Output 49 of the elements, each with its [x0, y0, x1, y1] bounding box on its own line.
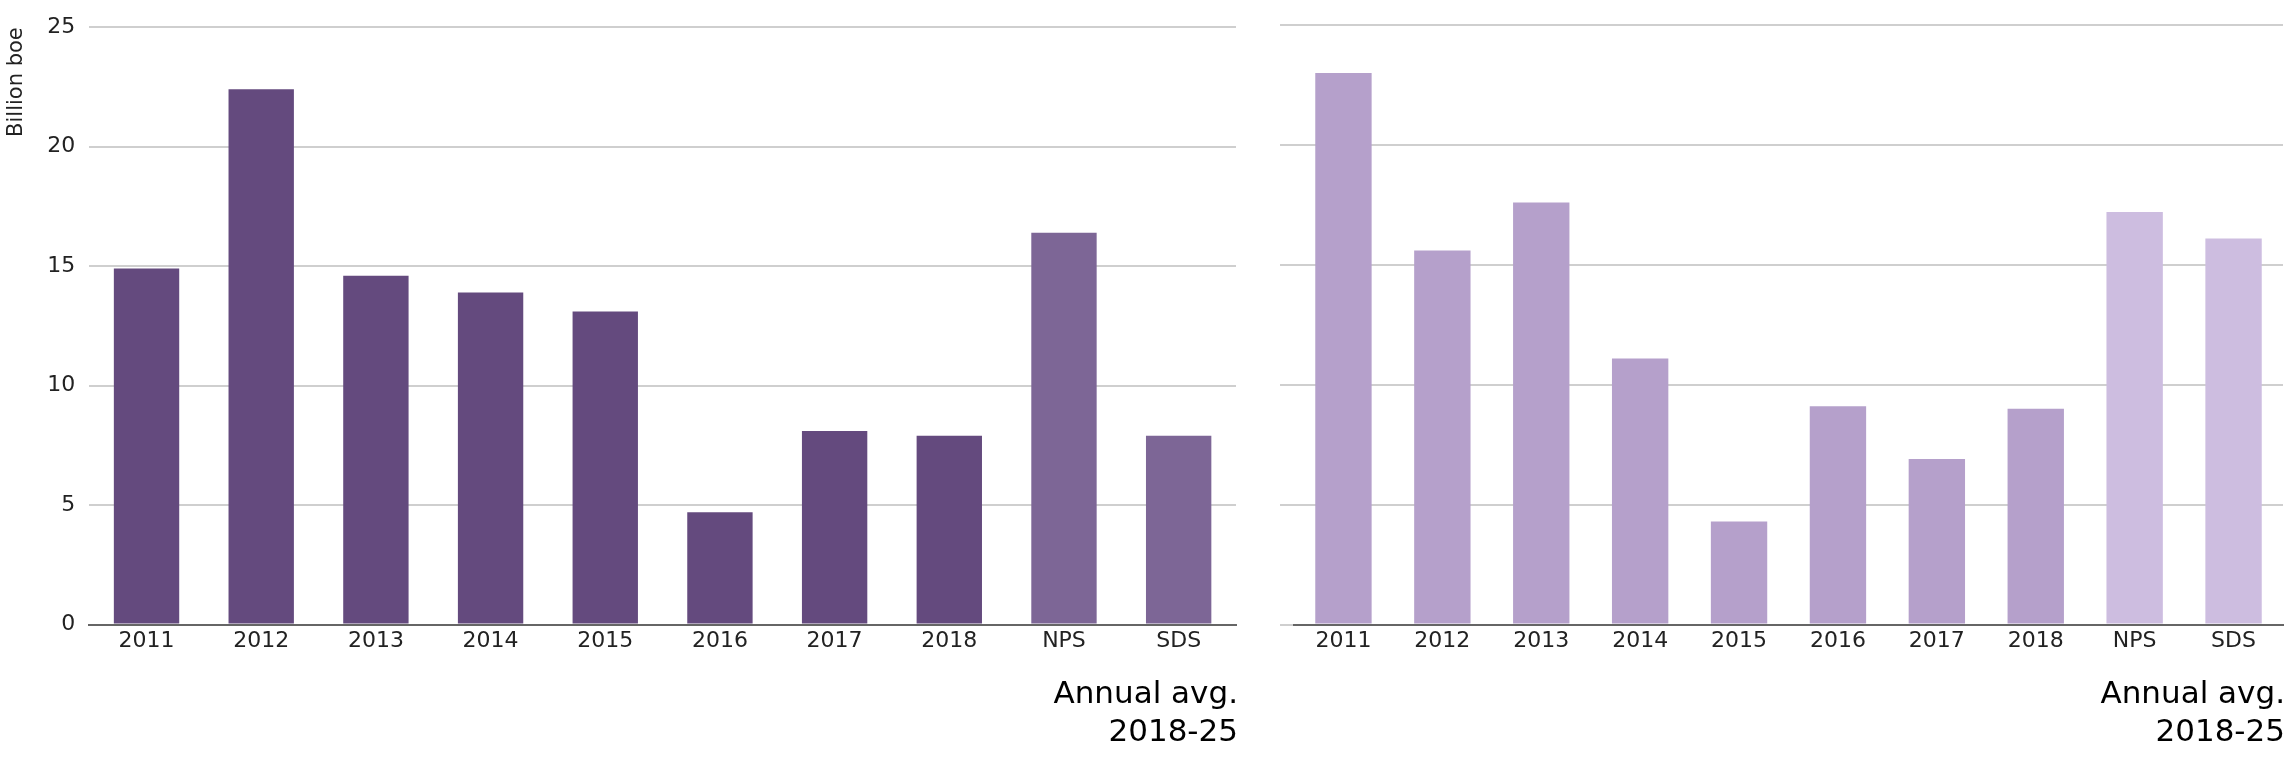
x-tick-label: NPS [2112, 626, 2157, 652]
x-tick-label: NPS [1042, 626, 1086, 652]
y-tick-label: 15 [47, 251, 76, 277]
bar [1611, 358, 1669, 624]
text: Annual avg. 2018-25 [1053, 674, 1238, 749]
bar [113, 268, 180, 624]
x-tick-label: SDS [2211, 626, 2256, 652]
x-tick-label: 2017 [806, 626, 863, 652]
bar [1315, 72, 1372, 624]
y-tick-label: 25 [47, 12, 76, 38]
bar [228, 89, 294, 624]
x-tick-label: 2018 [2007, 626, 2064, 652]
x-tick-label: 2017 [1908, 626, 1965, 652]
x-tick-label: 2016 [691, 626, 748, 652]
bar [1710, 521, 1768, 624]
y-tick-label: 10 [47, 371, 76, 397]
x-tick-label: 2014 [1612, 626, 1669, 652]
x-tick-label: 2011 [1315, 626, 1372, 652]
bar [2106, 212, 2163, 624]
x-tick-label: 2011 [118, 626, 175, 652]
y-tick-label: 20 [47, 132, 76, 158]
bar [1145, 435, 1212, 624]
text: Annual avg. 2018-25 [2100, 674, 2285, 749]
x-tick-label: 2015 [577, 626, 634, 652]
bar [2007, 408, 2064, 624]
y-axis-title: Billion boe [3, 27, 28, 137]
bar [2205, 238, 2262, 624]
x-tick-label: 2012 [233, 626, 290, 652]
bar [1414, 250, 1471, 624]
bar [457, 292, 524, 624]
bar [1809, 406, 1867, 624]
y-tick-label: 5 [61, 490, 76, 516]
x-tick-label: SDS [1156, 626, 1202, 652]
x-tick-label: 2012 [1414, 626, 1471, 652]
x-tick-label: 2013 [1513, 626, 1570, 652]
bar [572, 311, 638, 624]
bar [801, 431, 868, 624]
bar [1908, 459, 1966, 624]
x-tick-label: 2018 [921, 626, 978, 652]
bar [1513, 202, 1570, 624]
x-tick-label: 2016 [1809, 626, 1866, 652]
bar [916, 435, 982, 624]
x-tick-label: 2013 [347, 626, 404, 652]
bar [687, 512, 753, 624]
x-tick-label: 2014 [462, 626, 519, 652]
bar [1031, 232, 1097, 624]
y-tick-label: 0 [61, 610, 76, 636]
bar [343, 275, 409, 624]
x-tick-label: 2015 [1711, 626, 1768, 652]
